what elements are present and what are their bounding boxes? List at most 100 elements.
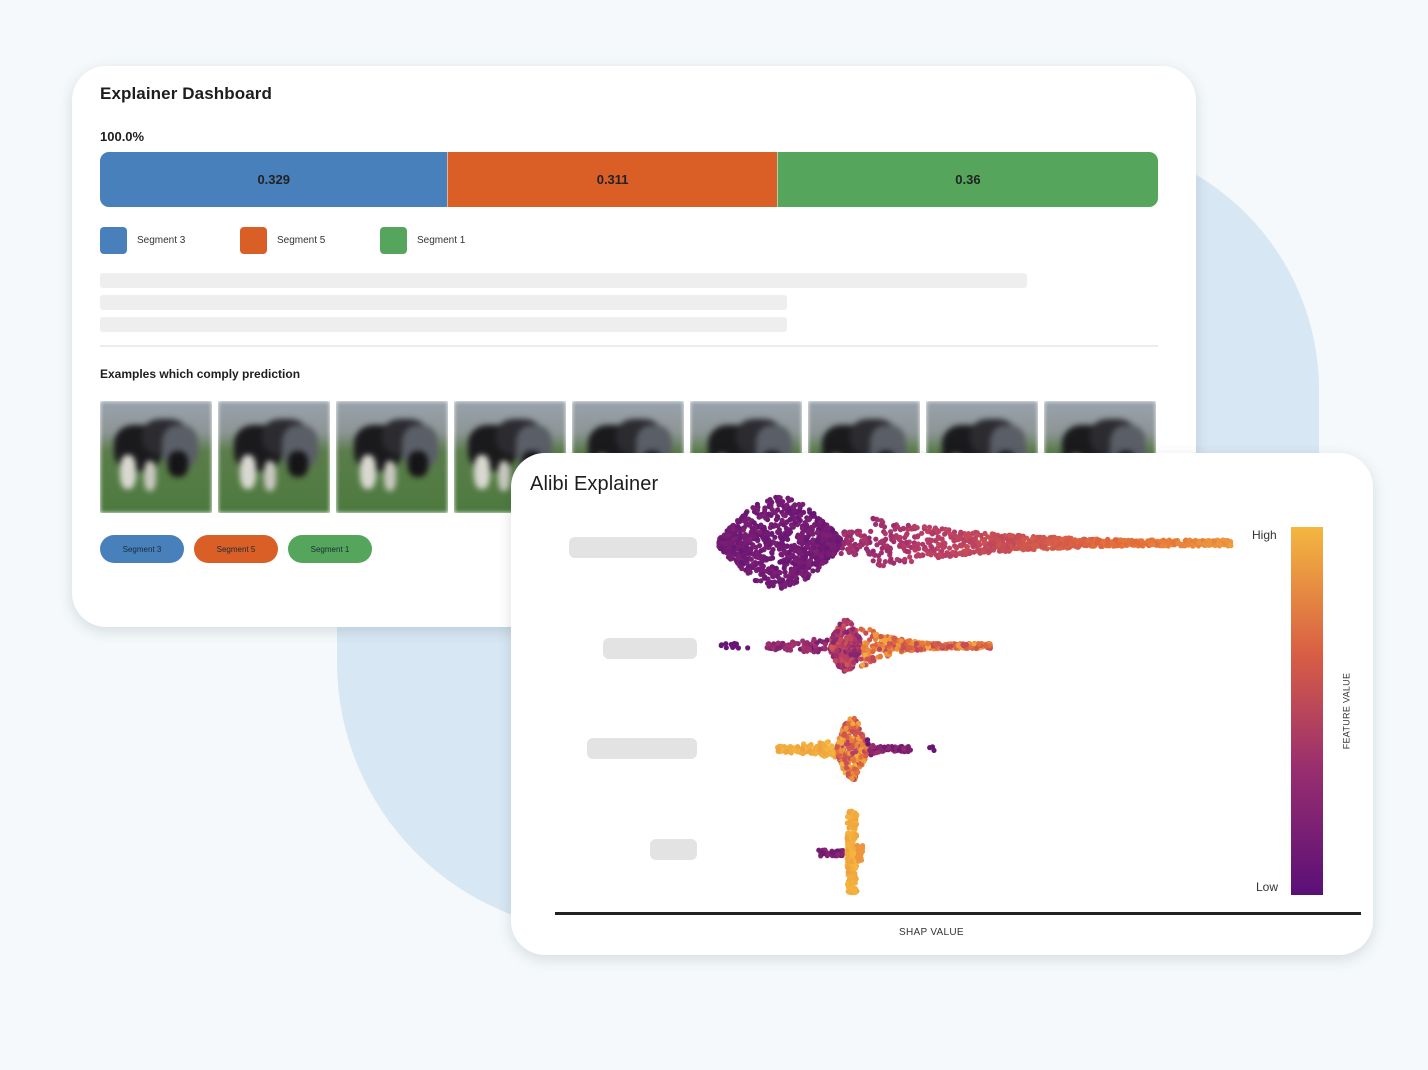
shap-point (851, 835, 857, 841)
shap-point (822, 641, 828, 647)
shap-point (776, 569, 782, 575)
shap-point (784, 543, 790, 549)
shap-point (1160, 543, 1166, 549)
shap-point (774, 646, 780, 652)
shap-point (980, 549, 986, 555)
shap-point (1060, 536, 1066, 542)
shap-point (758, 513, 764, 519)
shap-point (948, 643, 954, 649)
shap-point (868, 528, 874, 534)
shap-point (738, 559, 744, 566)
shap-point (824, 739, 830, 745)
shap-point (735, 544, 742, 550)
shap-point (759, 564, 765, 570)
shap-point (844, 629, 850, 635)
shap-point (846, 529, 852, 535)
shap-point (780, 559, 786, 565)
shap-point (834, 653, 840, 659)
shap-point (786, 580, 792, 586)
shap-point (766, 511, 772, 517)
shap-point (844, 765, 850, 771)
shap-point (820, 532, 826, 538)
shap-point (744, 548, 750, 554)
shap-point (999, 534, 1005, 540)
shap-point (738, 515, 744, 521)
shap-point (753, 544, 759, 550)
shap-point (801, 509, 807, 515)
shap-point (851, 659, 857, 665)
beeswarm-row-2 (718, 617, 993, 674)
shap-point (870, 558, 876, 564)
shap-point (843, 760, 849, 766)
shap-point (751, 534, 757, 540)
shap-point (748, 556, 754, 562)
shap-point (819, 524, 825, 530)
shap-point (856, 849, 862, 855)
shap-point (765, 539, 771, 546)
shap-point (898, 638, 904, 644)
shap-point (908, 558, 915, 565)
shap-point (908, 645, 914, 651)
shap-point (723, 641, 729, 647)
shap-point (834, 648, 840, 654)
shap-point (779, 517, 785, 523)
shap-point (845, 869, 851, 875)
shap-point (817, 744, 823, 750)
example-image[interactable] (218, 401, 330, 513)
shap-point (854, 729, 860, 735)
shap-point (805, 575, 811, 581)
shap-point (799, 525, 805, 531)
shap-point (809, 750, 816, 756)
shap-point (838, 740, 845, 746)
shap-point (907, 747, 913, 753)
shap-point (863, 753, 869, 759)
total-percentage: 100.0% (100, 129, 145, 144)
segment-pill[interactable]: Segment 3 (100, 535, 184, 563)
shap-point (767, 497, 773, 503)
shap-point (782, 513, 788, 519)
shap-point (852, 864, 858, 870)
shap-point (797, 536, 803, 543)
segment-pill[interactable]: Segment 1 (288, 535, 372, 563)
shap-point (975, 532, 981, 538)
shap-point (787, 517, 793, 523)
shap-point (913, 640, 919, 647)
shap-point (873, 536, 879, 542)
shap-point (772, 509, 778, 515)
shap-point (792, 515, 798, 521)
stacked-probability-bar: 0.329 0.311 0.36 (100, 152, 1158, 207)
shap-point (847, 635, 853, 641)
shap-point (835, 851, 841, 857)
shap-point (955, 642, 961, 648)
shap-point (886, 641, 892, 647)
shap-point (878, 550, 884, 556)
segment-pill[interactable]: Segment 5 (194, 535, 278, 563)
shap-point (853, 823, 859, 829)
shap-point (735, 645, 741, 651)
shap-point (843, 655, 849, 661)
shap-point (786, 530, 792, 536)
shap-point (761, 554, 767, 560)
shap-point (744, 556, 750, 562)
shap-point (830, 639, 836, 645)
shap-point (825, 551, 831, 557)
shap-point (743, 510, 749, 516)
alibi-title: Alibi Explainer (530, 473, 659, 495)
shap-point (1073, 544, 1080, 550)
shap-point (762, 575, 768, 581)
shap-point (810, 537, 816, 543)
legend-swatch (380, 227, 407, 254)
shap-point (858, 626, 864, 632)
legend-item: Segment 5 (240, 227, 380, 254)
shap-point (900, 526, 906, 532)
shap-point (811, 510, 817, 517)
shap-point (846, 814, 852, 820)
shap-point (852, 812, 858, 818)
example-image[interactable] (336, 401, 448, 513)
shap-point (913, 553, 919, 559)
example-image[interactable] (100, 401, 212, 513)
shap-point (760, 570, 766, 576)
dashboard-title: Explainer Dashboard (100, 84, 272, 103)
shap-point (930, 530, 936, 536)
shap-point (870, 516, 876, 522)
